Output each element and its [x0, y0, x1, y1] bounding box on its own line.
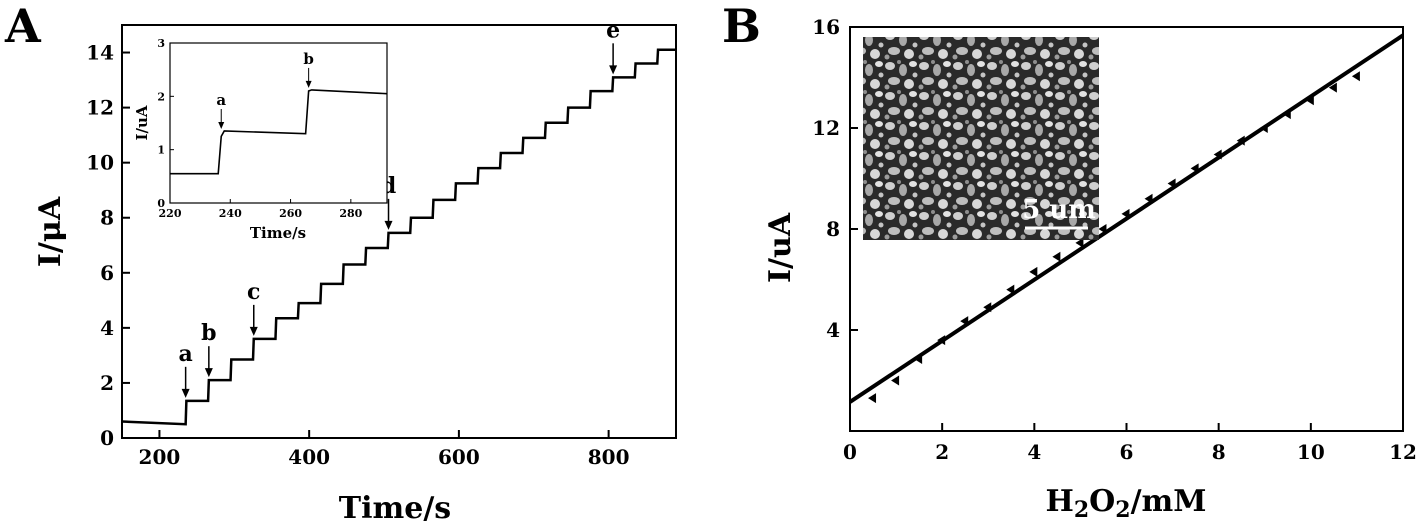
panel-a-frame: [121, 24, 677, 439]
panel-a-x-tick-label: 200: [139, 445, 181, 469]
panel-a-arrowhead: [204, 368, 213, 378]
panel-a-y-ticks: 0 2 4 6 8 10 12 14: [86, 41, 130, 450]
panel-b-data-point: [1351, 71, 1360, 82]
inset-y-ticks: 0 1 2 3: [157, 37, 174, 210]
panel-b-data-point: [983, 302, 992, 313]
panel-b-data-point: [1052, 251, 1061, 262]
inset-y-tick-label: 3: [157, 37, 165, 50]
inset-arrowhead: [218, 122, 225, 129]
panel-b-data-points: [868, 71, 1360, 404]
panel-b-data-point: [1282, 109, 1291, 120]
panel-a-x-tick-label: 800: [588, 445, 630, 469]
panel-a-annotation-label: e: [606, 17, 620, 43]
inset-y-tick-label: 0: [157, 197, 165, 210]
panel-b-sem-inset: 5 um: [863, 37, 1099, 240]
inset-frame: [169, 42, 388, 204]
panel-b-data-point: [1259, 123, 1268, 133]
panel-b-data-point: [960, 316, 969, 327]
panel-a-x-ticks: 200 400 600 800: [139, 430, 630, 469]
panel-a-arrowhead: [181, 388, 190, 398]
inset-x-ticks: 220 240 260 280: [159, 199, 363, 220]
panel-b-x-tick-label: 2: [935, 440, 949, 464]
panel-a-y-tick-label: 8: [100, 206, 114, 230]
panel-a-annotation-label: a: [179, 341, 193, 367]
panel-b-data-point: [1029, 266, 1038, 277]
panel-b-data-point: [1236, 135, 1245, 146]
panel-a-y-axis-label: I/μA: [33, 196, 68, 267]
inset-annotation-label: a: [216, 91, 226, 109]
panel-a-current-trace: [121, 48, 676, 426]
panel-b-x-tick-label: 6: [1120, 440, 1134, 464]
panel-b-data-point: [1098, 224, 1107, 234]
panel-b-data-point: [914, 354, 923, 365]
inset-x-tick-label: 280: [339, 207, 362, 220]
panel-b-y-tick-label: 16: [812, 15, 840, 39]
panel-a-annotation-label: b: [201, 320, 216, 346]
panel-a-y-tick-label: 14: [86, 41, 114, 65]
panel-b-data-point: [937, 335, 946, 346]
inset-current-trace: [170, 89, 388, 175]
panel-b-data-point: [1213, 149, 1222, 160]
panel-a-y-tick-label: 6: [100, 261, 114, 285]
panel-b-data-point: [891, 375, 900, 386]
panel-b-x-tick-label: 8: [1212, 440, 1226, 464]
inset-y-tick-label: 2: [157, 90, 165, 103]
panel-b-y-axis-label: I/uA: [763, 212, 798, 283]
inset-x-axis-label: Time/s: [250, 224, 306, 242]
panel-b-x-tick-label: 10: [1297, 440, 1325, 464]
panel-b-x-tick-label: 4: [1027, 440, 1041, 464]
panel-a-y-tick-label: 4: [100, 316, 114, 340]
inset-x-tick-label: 260: [279, 207, 302, 220]
panel-a-arrowhead: [609, 65, 618, 75]
panel-a-x-axis-label: Time/s: [339, 491, 451, 526]
panel-b-plot: 0 2 4 6 8 10 12 4 8 12 16: [812, 15, 1417, 464]
panel-b-data-point: [1167, 178, 1176, 189]
panel-b-x-axis-label: H2O2/mM: [1045, 484, 1206, 523]
panel-b-y-tick-label: 8: [826, 217, 840, 241]
panel-b-data-point: [1305, 95, 1314, 106]
panel-a-y-tick-label: 12: [86, 96, 114, 120]
panel-b-data-point: [1075, 237, 1084, 248]
inset-y-axis-label: I/uA: [133, 105, 151, 140]
panel-b-data-point: [868, 393, 877, 404]
panel-a-y-tick-label: 10: [86, 151, 114, 175]
panel-a-label: A: [4, 0, 42, 53]
panel-a-y-tick-label: 0: [100, 426, 114, 450]
panel-a-annotation-label: c: [247, 279, 260, 305]
panel-a-arrowhead: [384, 220, 393, 230]
sem-image: [863, 37, 1099, 240]
panel-a-arrowhead: [249, 326, 258, 336]
inset-y-tick-label: 1: [157, 144, 165, 157]
inset-x-tick-label: 240: [219, 207, 242, 220]
panel-b-y-tick-label: 4: [826, 318, 840, 342]
panel-b-y-tick-label: 12: [812, 116, 840, 140]
panel-b-x-ticks: 0 2 4 6 8 10 12: [843, 423, 1417, 464]
inset-annotation-label: b: [303, 50, 314, 68]
panel-b-data-point: [1190, 163, 1199, 174]
sem-scale-label: 5 um: [1022, 195, 1096, 225]
panel-a-x-tick-label: 600: [438, 445, 480, 469]
panel-b-x-tick-label: 0: [843, 440, 857, 464]
inset-x-tick-label: 220: [159, 207, 182, 220]
panel-a-y-tick-label: 2: [100, 371, 114, 395]
panel-b-data-point: [1144, 193, 1153, 204]
inset-annotations: ab: [216, 50, 314, 129]
panel-b-x-tick-label: 12: [1389, 440, 1417, 464]
panel-b-data-point: [1328, 82, 1337, 93]
panel-b-data-point: [1006, 284, 1015, 295]
inset-arrowhead: [305, 80, 312, 88]
panel-b-label: B: [722, 0, 761, 53]
panel-a-x-tick-label: 400: [288, 445, 330, 469]
panel-b-data-point: [1121, 208, 1130, 219]
panel-b-y-ticks: 4 8 12 16: [812, 15, 858, 342]
